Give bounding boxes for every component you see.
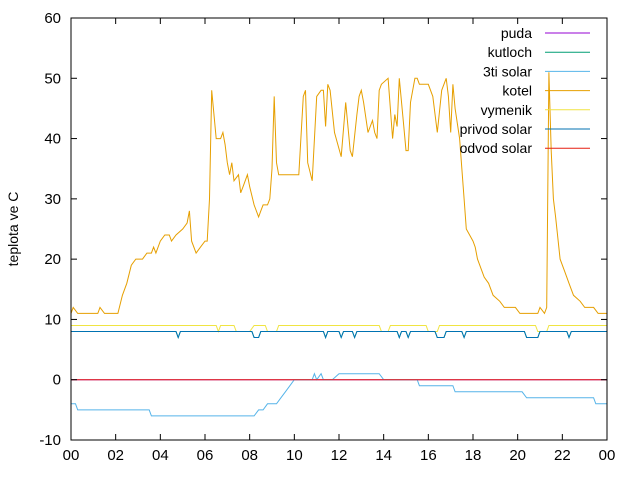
legend-label: vymenik [481, 102, 533, 118]
plot-frame [70, 17, 608, 441]
x-tick-label: 18 [465, 447, 482, 464]
x-tick-label: 06 [197, 447, 214, 464]
x-tick-label: 00 [599, 447, 616, 464]
y-tick-label: -10 [39, 432, 61, 449]
legend-label: odvod solar [460, 140, 533, 156]
x-tick-label: 02 [107, 447, 124, 464]
x-tick-label: 04 [152, 447, 169, 464]
x-axis: 00 02 04 06 08 10 12 14 16 18 20 22 00 [63, 18, 616, 464]
x-tick-label: 16 [420, 447, 437, 464]
y-tick-label: 60 [44, 10, 61, 27]
x-tick-label: 00 [63, 447, 80, 464]
y-tick-label: 20 [44, 251, 61, 268]
y-axis-title: teplota ve C [5, 192, 21, 267]
series-line-vymenik [71, 325, 607, 333]
legend: puda kutloch 3ti solar kotel vymenik privod s… [460, 25, 590, 156]
x-tick-label: 14 [375, 447, 392, 464]
series-layer [70, 72, 607, 417]
legend-label: puda [501, 25, 532, 41]
series-line-privod-solar [71, 331, 607, 339]
y-axis: -10 0 10 20 30 40 50 60 [39, 10, 607, 449]
x-tick-label: 22 [554, 447, 571, 464]
x-tick-label: 10 [286, 447, 303, 464]
series-line-kotel [70, 72, 607, 315]
y-tick-label: 40 [44, 131, 61, 148]
legend-label: privod solar [460, 121, 533, 137]
y-tick-label: 30 [44, 191, 61, 208]
legend-label: kotel [502, 83, 532, 99]
x-tick-label: 12 [331, 447, 348, 464]
y-tick-label: 10 [44, 311, 61, 328]
x-tick-label: 08 [241, 447, 258, 464]
y-tick-label: 50 [44, 70, 61, 87]
legend-label: kutloch [488, 44, 532, 60]
x-tick-label: 20 [509, 447, 526, 464]
y-tick-label: 0 [53, 372, 61, 389]
legend-label: 3ti solar [483, 63, 532, 79]
